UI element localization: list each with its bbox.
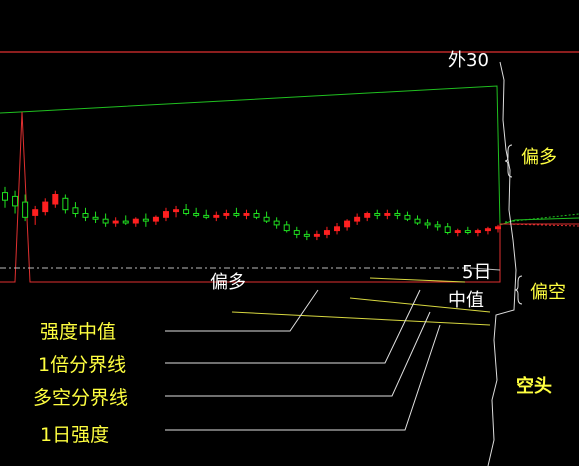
candlestick-series (2, 186, 501, 241)
candle-body (434, 224, 441, 228)
candle-body (464, 230, 471, 234)
candle-body (173, 209, 180, 213)
pointer-yibei (165, 289, 421, 364)
label-kongtou: 空头 (516, 375, 552, 397)
label-duokong: 多空分界线 (33, 387, 128, 409)
candle-body (213, 214, 220, 218)
label-qiangdu-zhongzhi: 强度中值 (40, 321, 116, 343)
dashdot-reference-tail (469, 267, 501, 271)
candle-body (102, 218, 109, 224)
candle-body (142, 218, 149, 222)
candle-body (384, 213, 391, 216)
candle-body (253, 213, 260, 218)
candle-body (2, 192, 8, 201)
label-pianduo-right: 偏多 (521, 147, 557, 168)
candle-body (12, 195, 19, 207)
candle-body (52, 194, 59, 205)
candle-body (273, 220, 280, 226)
candle-body (263, 216, 270, 222)
pointer-duokong (165, 311, 431, 397)
candle-body (474, 230, 481, 234)
candle-body (323, 230, 330, 235)
candle-body (82, 213, 89, 218)
label-day5: 5日 (462, 262, 491, 283)
candle-body (354, 216, 361, 222)
candle-body (424, 222, 431, 226)
brace-piankong (514, 275, 523, 305)
red-spike-line (0, 111, 579, 283)
strength-yellow-line-1 (231, 311, 491, 326)
brace-pianduo (504, 144, 513, 178)
right-jagged-boundary (487, 61, 517, 466)
candle-body (203, 214, 210, 218)
candle-body (42, 201, 49, 213)
candle-body (334, 226, 341, 232)
label-yibei: 1倍分界线 (38, 354, 126, 376)
strength-yellow-line-3 (369, 277, 466, 283)
candle-body (72, 207, 79, 215)
candle-body (484, 228, 491, 232)
candle-body (92, 216, 99, 220)
green-dotted-extension (504, 213, 579, 223)
strength-yellow-line-2 (349, 297, 491, 313)
candle-body (132, 218, 139, 224)
candle-body (454, 230, 461, 234)
label-zhongzhi-short: 中值 (448, 290, 484, 311)
candle-body (313, 233, 320, 237)
label-piankong: 偏空 (530, 282, 566, 303)
candle-body (152, 216, 159, 222)
candle-body (394, 213, 401, 216)
candle-body (374, 213, 381, 216)
pointer-qiangdu-zhongzhi (165, 289, 319, 332)
candle-body (22, 201, 29, 218)
candle-body (444, 226, 451, 234)
candle-body (404, 214, 411, 220)
candle-body (233, 213, 240, 216)
candle-body (32, 209, 39, 216)
label-outer30: 外30 (448, 50, 489, 71)
candle-body (364, 213, 371, 218)
candle-body (223, 213, 230, 216)
candle-body (344, 220, 351, 228)
candle-body (62, 197, 69, 211)
red-dotted-extension (504, 223, 579, 227)
candle-body (293, 230, 300, 235)
candle-body (183, 209, 190, 214)
candle-body (283, 224, 290, 232)
candle-body (243, 213, 250, 216)
pointer-yiri (165, 324, 441, 431)
candle-body (414, 218, 421, 224)
candle-body (495, 226, 501, 230)
candle-body (193, 213, 200, 216)
label-pianduo-lower: 偏多 (210, 272, 246, 293)
candle-body (162, 211, 169, 218)
candle-body (122, 220, 129, 224)
candle-body (303, 233, 310, 237)
label-yiri: 1日强度 (40, 424, 109, 446)
candle-body (112, 220, 119, 224)
